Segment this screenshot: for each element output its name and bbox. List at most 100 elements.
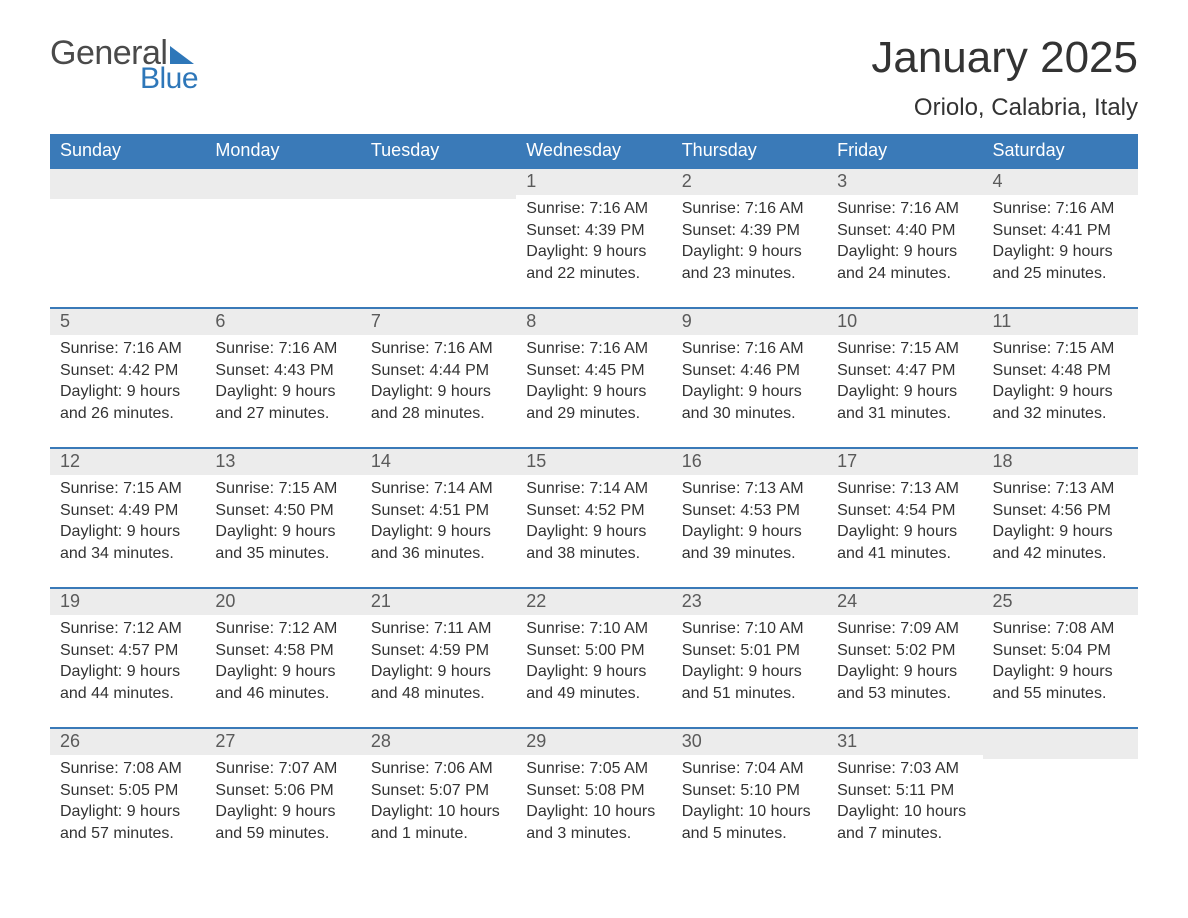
day-body: Sunrise: 7:06 AMSunset: 5:07 PMDaylight:…	[361, 755, 516, 844]
day-number: 11	[983, 309, 1138, 335]
daylight-line-1: Daylight: 9 hours	[60, 801, 195, 823]
day-number: 15	[516, 449, 671, 475]
daylight-line-1: Daylight: 9 hours	[682, 241, 817, 263]
sunset-line: Sunset: 4:45 PM	[526, 360, 661, 382]
day-number: 16	[672, 449, 827, 475]
sunset-line: Sunset: 4:49 PM	[60, 500, 195, 522]
day-of-week-header: Sunday Monday Tuesday Wednesday Thursday…	[50, 134, 1138, 169]
day-number: 21	[361, 589, 516, 615]
sunrise-line: Sunrise: 7:16 AM	[526, 198, 661, 220]
sunset-line: Sunset: 4:40 PM	[837, 220, 972, 242]
sunset-line: Sunset: 4:39 PM	[526, 220, 661, 242]
week-row: 12Sunrise: 7:15 AMSunset: 4:49 PMDayligh…	[50, 447, 1138, 587]
sunrise-line: Sunrise: 7:12 AM	[215, 618, 350, 640]
sunset-line: Sunset: 5:08 PM	[526, 780, 661, 802]
daylight-line-2: and 7 minutes.	[837, 823, 972, 845]
sunset-line: Sunset: 4:46 PM	[682, 360, 817, 382]
sunset-line: Sunset: 4:48 PM	[993, 360, 1128, 382]
week-row: 26Sunrise: 7:08 AMSunset: 5:05 PMDayligh…	[50, 727, 1138, 867]
page: General Blue January 2025 Oriolo, Calabr…	[0, 0, 1188, 907]
day-number	[50, 169, 205, 199]
dow-thursday: Thursday	[672, 134, 827, 169]
day-body: Sunrise: 7:07 AMSunset: 5:06 PMDaylight:…	[205, 755, 360, 844]
sunrise-line: Sunrise: 7:16 AM	[371, 338, 506, 360]
day-cell: 23Sunrise: 7:10 AMSunset: 5:01 PMDayligh…	[672, 589, 827, 727]
daylight-line-2: and 24 minutes.	[837, 263, 972, 285]
sunset-line: Sunset: 5:11 PM	[837, 780, 972, 802]
day-cell: 7Sunrise: 7:16 AMSunset: 4:44 PMDaylight…	[361, 309, 516, 447]
daylight-line-1: Daylight: 9 hours	[215, 521, 350, 543]
daylight-line-2: and 39 minutes.	[682, 543, 817, 565]
sunset-line: Sunset: 4:42 PM	[60, 360, 195, 382]
sunset-line: Sunset: 5:07 PM	[371, 780, 506, 802]
day-cell: 27Sunrise: 7:07 AMSunset: 5:06 PMDayligh…	[205, 729, 360, 867]
daylight-line-1: Daylight: 9 hours	[993, 661, 1128, 683]
sunrise-line: Sunrise: 7:15 AM	[837, 338, 972, 360]
daylight-line-2: and 49 minutes.	[526, 683, 661, 705]
day-cell: 14Sunrise: 7:14 AMSunset: 4:51 PMDayligh…	[361, 449, 516, 587]
sunrise-line: Sunrise: 7:03 AM	[837, 758, 972, 780]
sunrise-line: Sunrise: 7:16 AM	[993, 198, 1128, 220]
sunrise-line: Sunrise: 7:14 AM	[371, 478, 506, 500]
day-body: Sunrise: 7:10 AMSunset: 5:01 PMDaylight:…	[672, 615, 827, 704]
daylight-line-2: and 55 minutes.	[993, 683, 1128, 705]
day-number: 17	[827, 449, 982, 475]
sunrise-line: Sunrise: 7:04 AM	[682, 758, 817, 780]
daylight-line-1: Daylight: 9 hours	[215, 661, 350, 683]
day-body: Sunrise: 7:03 AMSunset: 5:11 PMDaylight:…	[827, 755, 982, 844]
daylight-line-2: and 26 minutes.	[60, 403, 195, 425]
day-cell: 8Sunrise: 7:16 AMSunset: 4:45 PMDaylight…	[516, 309, 671, 447]
day-number: 26	[50, 729, 205, 755]
sunset-line: Sunset: 4:53 PM	[682, 500, 817, 522]
title-location: Oriolo, Calabria, Italy	[871, 94, 1138, 122]
daylight-line-1: Daylight: 9 hours	[215, 801, 350, 823]
sunrise-line: Sunrise: 7:15 AM	[993, 338, 1128, 360]
day-cell: 10Sunrise: 7:15 AMSunset: 4:47 PMDayligh…	[827, 309, 982, 447]
day-number: 28	[361, 729, 516, 755]
day-number: 18	[983, 449, 1138, 475]
day-body: Sunrise: 7:13 AMSunset: 4:56 PMDaylight:…	[983, 475, 1138, 564]
day-number: 13	[205, 449, 360, 475]
day-cell: 20Sunrise: 7:12 AMSunset: 4:58 PMDayligh…	[205, 589, 360, 727]
daylight-line-1: Daylight: 9 hours	[371, 521, 506, 543]
sunset-line: Sunset: 4:56 PM	[993, 500, 1128, 522]
day-cell: 26Sunrise: 7:08 AMSunset: 5:05 PMDayligh…	[50, 729, 205, 867]
day-cell: 22Sunrise: 7:10 AMSunset: 5:00 PMDayligh…	[516, 589, 671, 727]
day-cell: 25Sunrise: 7:08 AMSunset: 5:04 PMDayligh…	[983, 589, 1138, 727]
day-number: 14	[361, 449, 516, 475]
day-body: Sunrise: 7:10 AMSunset: 5:00 PMDaylight:…	[516, 615, 671, 704]
sunset-line: Sunset: 4:52 PM	[526, 500, 661, 522]
sunset-line: Sunset: 5:10 PM	[682, 780, 817, 802]
title-month: January 2025	[871, 36, 1138, 80]
sunrise-line: Sunrise: 7:13 AM	[837, 478, 972, 500]
day-cell	[50, 169, 205, 307]
day-number: 25	[983, 589, 1138, 615]
day-body: Sunrise: 7:12 AMSunset: 4:58 PMDaylight:…	[205, 615, 360, 704]
daylight-line-2: and 25 minutes.	[993, 263, 1128, 285]
day-number: 23	[672, 589, 827, 615]
dow-tuesday: Tuesday	[361, 134, 516, 169]
week-row: 19Sunrise: 7:12 AMSunset: 4:57 PMDayligh…	[50, 587, 1138, 727]
day-body: Sunrise: 7:12 AMSunset: 4:57 PMDaylight:…	[50, 615, 205, 704]
day-body: Sunrise: 7:15 AMSunset: 4:47 PMDaylight:…	[827, 335, 982, 424]
daylight-line-2: and 51 minutes.	[682, 683, 817, 705]
day-number: 7	[361, 309, 516, 335]
week-row: 1Sunrise: 7:16 AMSunset: 4:39 PMDaylight…	[50, 169, 1138, 307]
daylight-line-2: and 35 minutes.	[215, 543, 350, 565]
day-cell: 1Sunrise: 7:16 AMSunset: 4:39 PMDaylight…	[516, 169, 671, 307]
day-number	[983, 729, 1138, 759]
daylight-line-2: and 22 minutes.	[526, 263, 661, 285]
day-number: 12	[50, 449, 205, 475]
sunset-line: Sunset: 5:05 PM	[60, 780, 195, 802]
sunrise-line: Sunrise: 7:08 AM	[993, 618, 1128, 640]
sunrise-line: Sunrise: 7:10 AM	[526, 618, 661, 640]
daylight-line-1: Daylight: 9 hours	[682, 521, 817, 543]
day-cell: 19Sunrise: 7:12 AMSunset: 4:57 PMDayligh…	[50, 589, 205, 727]
day-body: Sunrise: 7:16 AMSunset: 4:46 PMDaylight:…	[672, 335, 827, 424]
day-number: 9	[672, 309, 827, 335]
dow-saturday: Saturday	[983, 134, 1138, 169]
day-number: 30	[672, 729, 827, 755]
day-body: Sunrise: 7:14 AMSunset: 4:52 PMDaylight:…	[516, 475, 671, 564]
daylight-line-1: Daylight: 10 hours	[682, 801, 817, 823]
daylight-line-2: and 23 minutes.	[682, 263, 817, 285]
